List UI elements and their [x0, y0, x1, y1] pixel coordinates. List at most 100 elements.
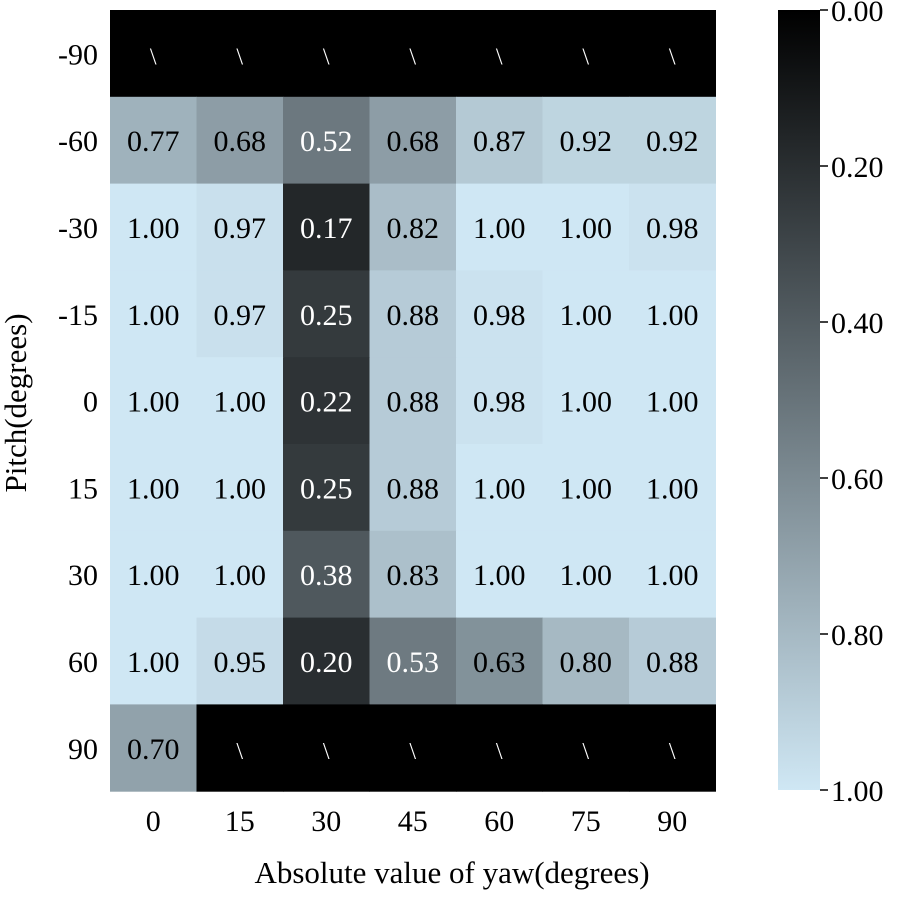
- heatmap-cell: [196, 96, 284, 185]
- y-tick-label: -15: [58, 299, 98, 332]
- x-tick-label: 60: [484, 805, 514, 838]
- cell-value-label: 1.00: [646, 386, 699, 419]
- cell-value-label: \: [150, 44, 157, 70]
- heatmap-cell: [369, 10, 457, 98]
- cell-value-label: 1.00: [560, 299, 613, 332]
- heatmap-cell: [196, 617, 284, 705]
- colorbar-tick-label: 0.00: [831, 0, 884, 28]
- heatmap-cell: [629, 530, 716, 619]
- cell-value-label: 1.00: [560, 212, 613, 245]
- cell-value-label: \: [409, 739, 416, 765]
- cell-value-label: \: [236, 44, 243, 70]
- heatmap-cell: [369, 357, 457, 445]
- cell-value-label: 0.83: [387, 559, 440, 592]
- cell-value-label: 0.25: [300, 472, 353, 505]
- heatmap-cell: [456, 96, 543, 185]
- cell-value-label: 0.38: [300, 559, 353, 592]
- cell-value-label: 1.00: [473, 212, 526, 245]
- heatmap-cell: [542, 270, 630, 358]
- cell-value-label: 0.68: [387, 125, 440, 158]
- cell-value-label: 1.00: [560, 559, 613, 592]
- cell-value-label: 0.97: [214, 212, 267, 245]
- cell-value-label: \: [582, 739, 589, 765]
- heatmap-cell: [196, 530, 284, 619]
- cell-value-label: 0.63: [473, 646, 526, 679]
- heatmap-cell: [542, 357, 630, 445]
- heatmap-cell: [542, 530, 630, 619]
- cell-value-label: 0.92: [646, 125, 699, 158]
- cell-value-label: 1.00: [214, 559, 267, 592]
- heatmap-cell: [369, 96, 457, 185]
- heatmap-cell: [110, 96, 197, 185]
- heatmap-cell: [110, 357, 197, 445]
- heatmap-cell: [196, 444, 284, 532]
- y-tick-label: 0: [83, 386, 98, 419]
- cell-value-label: \: [236, 739, 243, 765]
- x-tick-label: 75: [571, 805, 601, 838]
- cell-value-label: 0.82: [387, 212, 440, 245]
- heatmap-cell: [629, 183, 716, 271]
- cell-value-label: 0.88: [387, 472, 440, 505]
- heatmap-cell: [369, 704, 457, 792]
- heatmap-cell: [542, 96, 630, 185]
- cell-value-label: 0.95: [214, 646, 267, 679]
- cell-value-label: \: [496, 739, 503, 765]
- heatmap-cell: [629, 96, 716, 185]
- x-tick-labels: 0 15 30 45 60 75 90: [146, 805, 688, 838]
- heatmap-cell: [283, 444, 370, 532]
- cell-value-label: 0.98: [473, 299, 526, 332]
- cell-value-label: 1.00: [646, 559, 699, 592]
- heatmap-cell: [110, 183, 197, 271]
- heatmap-cell: [283, 96, 370, 185]
- colorbar-tick-label: 0.80: [831, 619, 884, 652]
- heatmap-cell: [456, 357, 543, 445]
- heatmap-cell: [456, 704, 543, 792]
- colorbar-tick-label: 1.00: [831, 775, 884, 808]
- y-tick-label: -60: [58, 125, 98, 158]
- cell-value-label: 1.00: [646, 299, 699, 332]
- x-tick-label: 45: [398, 805, 428, 838]
- y-tick-label: 60: [68, 646, 98, 679]
- cell-value-label: \: [323, 44, 330, 70]
- heatmap-cell: [110, 444, 197, 532]
- heatmap-cell: [283, 10, 370, 98]
- y-tick-labels: -90 -60 -30 -15 0 15 30 60 90: [58, 38, 98, 765]
- cell-value-label: 0.87: [473, 125, 526, 158]
- cell-value-label: 1.00: [214, 472, 267, 505]
- heatmap-cell: [196, 183, 284, 271]
- cell-value-label: 0.70: [127, 733, 180, 766]
- colorbar-tick-label: 0.60: [831, 463, 884, 496]
- cell-value-label: 1.00: [214, 386, 267, 419]
- heatmap-cell: [369, 270, 457, 358]
- heatmap-cell: [629, 10, 716, 98]
- cell-value-label: 0.22: [300, 386, 353, 419]
- cell-value-label: 1.00: [473, 559, 526, 592]
- cell-value-label: 0.88: [646, 646, 699, 679]
- cell-value-label: 1.00: [127, 299, 180, 332]
- heatmap-cell: [456, 617, 543, 705]
- heatmap-cell: [369, 444, 457, 532]
- heatmap-cell: [196, 357, 284, 445]
- cell-value-label: 0.53: [387, 646, 440, 679]
- heatmap-cell: [369, 617, 457, 705]
- heatmap-cell: [110, 530, 197, 619]
- cell-value-label: \: [669, 44, 676, 70]
- heatmap-cell: [456, 270, 543, 358]
- heatmap-cell: [456, 530, 543, 619]
- heatmap-cells: \ \ \ \ \ \ \ 0.77 0.68 0.52 0.68 0.87 0.92 0.92 1.00 0…: [110, 10, 716, 792]
- x-tick-label: 90: [657, 805, 687, 838]
- cell-value-label: 0.77: [127, 125, 180, 158]
- cell-value-label: 1.00: [127, 386, 180, 419]
- cell-value-label: \: [323, 739, 330, 765]
- heatmap-cell: [283, 617, 370, 705]
- y-axis-label: Pitch(degrees): [0, 313, 33, 492]
- heatmap-cell: [110, 704, 197, 792]
- cell-value-label: 0.97: [214, 299, 267, 332]
- colorbar: [778, 10, 820, 790]
- heatmap-cell: [542, 10, 630, 98]
- heatmap-cell: [283, 704, 370, 792]
- heatmap-cell: [629, 704, 716, 792]
- y-tick-label: 90: [68, 733, 98, 766]
- heatmap-cell: [196, 270, 284, 358]
